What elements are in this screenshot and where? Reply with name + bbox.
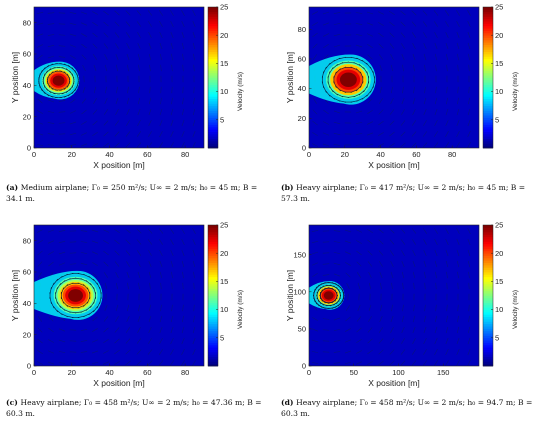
colorbar-tick-label: 5 [220, 333, 224, 342]
y-tick-label: 0 [27, 144, 31, 153]
caption-text: Medium airplane; Γ₀ = 250 m²/s; U∞ = 2 m… [6, 183, 258, 203]
x-tick-label: 0 [32, 150, 36, 159]
x-tick-label: 0 [32, 368, 36, 377]
y-tick-label: 20 [23, 330, 31, 339]
y-tick-label: 0 [302, 144, 306, 153]
plot-frame [308, 224, 480, 367]
panel-c: 0 20 40 60 80 0 20 40 60 80 X position [m] Y positi… [0, 218, 275, 401]
caption-a: (a) Medium airplane; Γ₀ = 250 m²/s; U∞ =… [6, 183, 268, 204]
y-tick-label: 80 [298, 25, 306, 34]
x-tick-label: 100 [392, 368, 405, 377]
colorbar-tick-label: 15 [495, 59, 503, 68]
plot-frame [33, 224, 205, 367]
panel-d: 0 50 100 150 0 50 100 150 X position [m] Y positi… [275, 218, 550, 401]
x-tick-label: 40 [376, 150, 384, 159]
colorbar-label: Velocity (m/s) [237, 72, 244, 111]
caption-label: (b) [281, 183, 297, 192]
colorbar-tick-label: 25 [220, 3, 228, 12]
x-tick-label: 50 [350, 368, 358, 377]
colorbar-tick-label: 25 [495, 221, 503, 230]
x-tick-label: 40 [105, 368, 113, 377]
x-tick-label: 80 [448, 150, 456, 159]
x-tick-label: 60 [412, 150, 420, 159]
x-axis-label: X position [m] [368, 378, 420, 388]
colorbar: 5 10 15 20 25 Velocity (m/s) [482, 221, 519, 367]
y-tick-label: 150 [293, 250, 306, 259]
x-axis-label: X position [m] [93, 378, 145, 388]
y-tick-label: 40 [298, 84, 306, 93]
velocity-plot-d: 0 50 100 150 0 50 100 150 X position [m] Y positi… [285, 221, 519, 388]
colorbar-tick-label: 15 [220, 277, 228, 286]
y-tick-label: 0 [302, 362, 306, 371]
x-tick-label: 80 [181, 150, 189, 159]
colorbar: 5 10 15 20 25 Velocity (m/s) [207, 221, 244, 367]
colorbar-tick-label: 25 [495, 3, 503, 12]
x-tick-label: 0 [307, 368, 311, 377]
x-tick-label: 80 [181, 368, 189, 377]
colorbar-tick-label: 25 [220, 221, 228, 230]
y-axis-label: Y position [m] [285, 52, 295, 103]
colorbar-tick-label: 20 [495, 249, 503, 258]
caption-label: (a) [6, 183, 21, 192]
x-tick-label: 20 [68, 368, 76, 377]
colorbar-tick-label: 5 [220, 115, 224, 124]
colorbar-tick-label: 10 [495, 87, 503, 96]
x-tick-label: 150 [437, 368, 450, 377]
colorbar-tick-label: 10 [495, 305, 503, 314]
caption-c: (c) Heavy airplane; Γ₀ = 458 m²/s; U∞ = … [6, 398, 268, 419]
colorbar-tick-label: 20 [495, 31, 503, 40]
x-tick-label: 40 [105, 150, 113, 159]
colorbar-tick-label: 10 [220, 87, 228, 96]
colorbar-tick-label: 20 [220, 31, 228, 40]
colorbar-tick-label: 5 [495, 115, 499, 124]
caption-text: Heavy airplane; Γ₀ = 458 m²/s; U∞ = 2 m/… [6, 398, 262, 418]
y-tick-label: 80 [23, 18, 31, 27]
plot-frame [308, 6, 480, 149]
y-tick-label: 20 [23, 112, 31, 121]
y-tick-label: 50 [298, 324, 306, 333]
colorbar-tick-label: 10 [220, 305, 228, 314]
colorbar-tick-label: 15 [495, 277, 503, 286]
x-axis-label: X position [m] [368, 160, 420, 170]
colorbar-tick-label: 20 [220, 249, 228, 258]
colorbar: 5 10 15 20 25 Velocity (m/s) [482, 3, 519, 149]
colorbar-tick-label: 5 [495, 333, 499, 342]
caption-d: (d) Heavy airplane; Γ₀ = 458 m²/s; U∞ = … [281, 398, 543, 419]
caption-label: (c) [6, 398, 21, 407]
x-tick-label: 20 [341, 150, 349, 159]
y-tick-label: 0 [27, 362, 31, 371]
y-tick-label: 60 [298, 55, 306, 64]
plot-frame [33, 6, 205, 149]
caption-b: (b) Heavy airplane; Γ₀ = 417 m²/s; U∞ = … [281, 183, 543, 204]
colorbar-tick-label: 15 [220, 59, 228, 68]
caption-label: (d) [281, 398, 297, 407]
y-tick-label: 20 [298, 114, 306, 123]
panel-a: 0 20 40 60 80 0 20 40 60 80 X position [m] Y positi… [0, 0, 275, 183]
y-axis-label: Y position [m] [10, 52, 20, 103]
x-tick-label: 60 [143, 368, 151, 377]
caption-text: Heavy airplane; Γ₀ = 458 m²/s; U∞ = 2 m/… [281, 398, 533, 418]
x-tick-label: 60 [143, 150, 151, 159]
y-tick-label: 40 [23, 81, 31, 90]
colorbar-label: Velocity (m/s) [237, 290, 244, 329]
colorbar: 5 10 15 20 25 Velocity (m/s) [207, 3, 244, 149]
y-axis-label: Y position [m] [10, 270, 20, 321]
x-tick-label: 0 [307, 150, 311, 159]
velocity-plot-c: 0 20 40 60 80 0 20 40 60 80 X position [m] Y positi… [10, 221, 244, 388]
x-axis-label: X position [m] [93, 160, 145, 170]
y-tick-label: 100 [293, 287, 306, 296]
y-tick-label: 40 [23, 299, 31, 308]
y-tick-label: 80 [23, 236, 31, 245]
colorbar-label: Velocity (m/s) [512, 72, 519, 111]
x-tick-label: 20 [68, 150, 76, 159]
y-axis-label: Y position [m] [285, 270, 295, 321]
y-tick-label: 60 [23, 268, 31, 277]
velocity-plot-b: 0 20 40 60 80 0 20 40 60 80 X position [m] Y positi… [285, 3, 519, 170]
caption-text: Heavy airplane; Γ₀ = 417 m²/s; U∞ = 2 m/… [281, 183, 526, 203]
colorbar-label: Velocity (m/s) [512, 290, 519, 329]
velocity-plot-a: 0 20 40 60 80 0 20 40 60 80 X position [m] Y positi… [10, 3, 244, 170]
y-tick-label: 60 [23, 50, 31, 59]
panel-b: 0 20 40 60 80 0 20 40 60 80 X position [m] Y positi… [275, 0, 550, 183]
